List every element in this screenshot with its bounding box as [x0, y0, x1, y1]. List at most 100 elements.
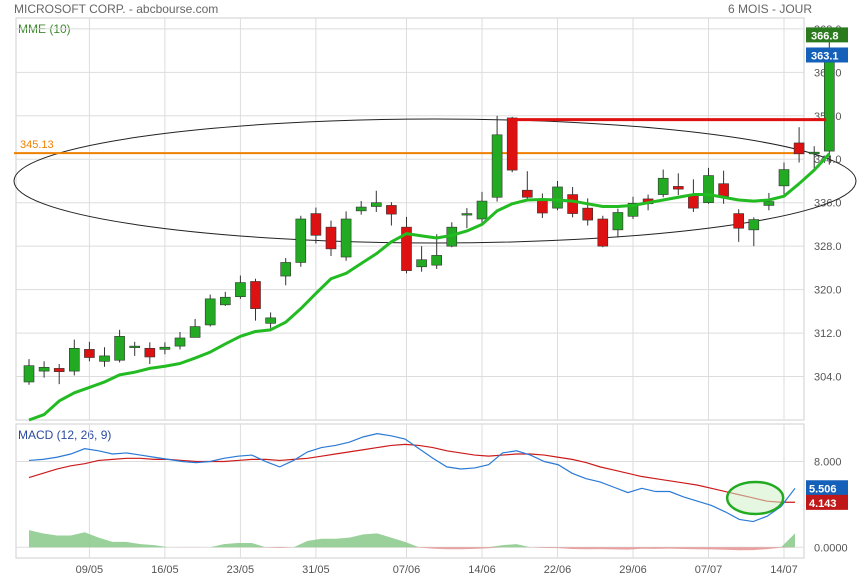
candle-body — [461, 213, 473, 216]
candle-body — [204, 298, 216, 326]
ellipse-annotation — [13, 118, 857, 244]
candle-body — [295, 218, 307, 263]
candle — [129, 341, 140, 356]
main-panel-frame — [15, 17, 805, 421]
support-level-label: 345.13 — [20, 139, 54, 151]
signal-value: 4.143 — [809, 498, 837, 510]
candle-body — [808, 151, 820, 155]
candle-body — [235, 282, 246, 297]
candle-body — [325, 226, 337, 250]
macd-y-tick-label: 8.000 — [814, 457, 842, 469]
candle-body — [597, 218, 609, 247]
candle-body — [144, 347, 156, 358]
candle — [174, 331, 186, 350]
candle — [748, 217, 760, 247]
macd-value-badge — [806, 480, 848, 496]
x-tick-label: 29/06 — [619, 564, 647, 576]
candle — [370, 190, 382, 212]
candle-body — [53, 368, 65, 372]
candle-body — [521, 189, 533, 198]
last-close-badge — [806, 47, 848, 63]
candle-body — [129, 345, 140, 348]
candle — [778, 162, 790, 196]
candle — [476, 191, 488, 224]
candle-body — [733, 213, 745, 229]
macd-y-tick-label: 0.0000 — [814, 542, 848, 554]
candle-body — [793, 142, 805, 155]
candle — [506, 116, 518, 173]
candle — [703, 167, 714, 204]
last-close-value: 363.1 — [811, 50, 839, 62]
candle-body — [537, 199, 548, 214]
candle-body — [401, 226, 412, 271]
candle — [521, 171, 533, 200]
candle — [793, 127, 805, 163]
candle-body — [310, 213, 322, 236]
candle-body — [627, 202, 639, 217]
candle — [189, 318, 201, 338]
candle-body — [778, 169, 790, 187]
candle-body — [69, 347, 80, 372]
candle — [808, 146, 820, 170]
candle-body — [355, 206, 367, 212]
candle-body — [84, 349, 95, 358]
signal-value-badge — [806, 494, 848, 510]
candle — [552, 180, 563, 211]
last-high-value: 366.8 — [811, 30, 839, 42]
y-tick-label: 304.0 — [814, 372, 842, 384]
y-tick-label: 312.0 — [814, 328, 842, 340]
candle — [491, 115, 503, 202]
y-tick-label: 320.0 — [814, 285, 842, 297]
candle — [416, 246, 427, 272]
candle-body — [340, 218, 352, 258]
candle — [53, 364, 65, 385]
candle-body — [476, 200, 488, 220]
candle-body — [748, 219, 760, 231]
macd-value: 5.506 — [809, 483, 837, 495]
candle — [431, 234, 443, 269]
candle — [537, 193, 548, 218]
candle — [38, 361, 50, 378]
x-tick-label: 07/07 — [695, 564, 723, 576]
candle — [461, 208, 473, 229]
candle-body — [582, 207, 594, 221]
crossover-highlight — [725, 480, 785, 516]
candle — [265, 312, 276, 329]
candle-body — [220, 296, 231, 306]
candle-body — [386, 205, 397, 215]
candle-body — [672, 186, 684, 190]
candle — [627, 196, 639, 219]
candle — [295, 215, 307, 267]
candle — [657, 169, 669, 198]
candle — [612, 208, 624, 238]
candle-body — [612, 212, 624, 231]
period-label: 6 MOIS - JOUR — [727, 2, 812, 16]
x-tick-label: 14/06 — [468, 564, 496, 576]
candle — [69, 339, 80, 376]
candle-body — [250, 281, 261, 309]
candle-body — [416, 259, 427, 268]
candle-body — [370, 202, 382, 207]
candle-body — [23, 365, 35, 383]
candle-body — [491, 134, 503, 198]
candle — [159, 342, 171, 355]
mme-line — [28, 152, 831, 422]
candle — [99, 347, 110, 367]
candle-body — [567, 194, 578, 214]
x-tick-label: 07/06 — [393, 564, 421, 576]
candle — [597, 215, 609, 248]
candle — [220, 291, 231, 306]
candle — [114, 329, 125, 363]
candle-body — [99, 355, 110, 362]
candle — [763, 192, 775, 211]
x-tick-label: 31/05 — [302, 564, 330, 576]
candle-body — [189, 326, 201, 338]
candle — [84, 341, 95, 362]
candle — [280, 258, 292, 286]
macd-panel-frame — [15, 423, 805, 559]
x-tick-label: 16/05 — [151, 564, 179, 576]
candle-body — [703, 175, 714, 204]
candle — [340, 211, 352, 261]
candle — [23, 359, 35, 385]
